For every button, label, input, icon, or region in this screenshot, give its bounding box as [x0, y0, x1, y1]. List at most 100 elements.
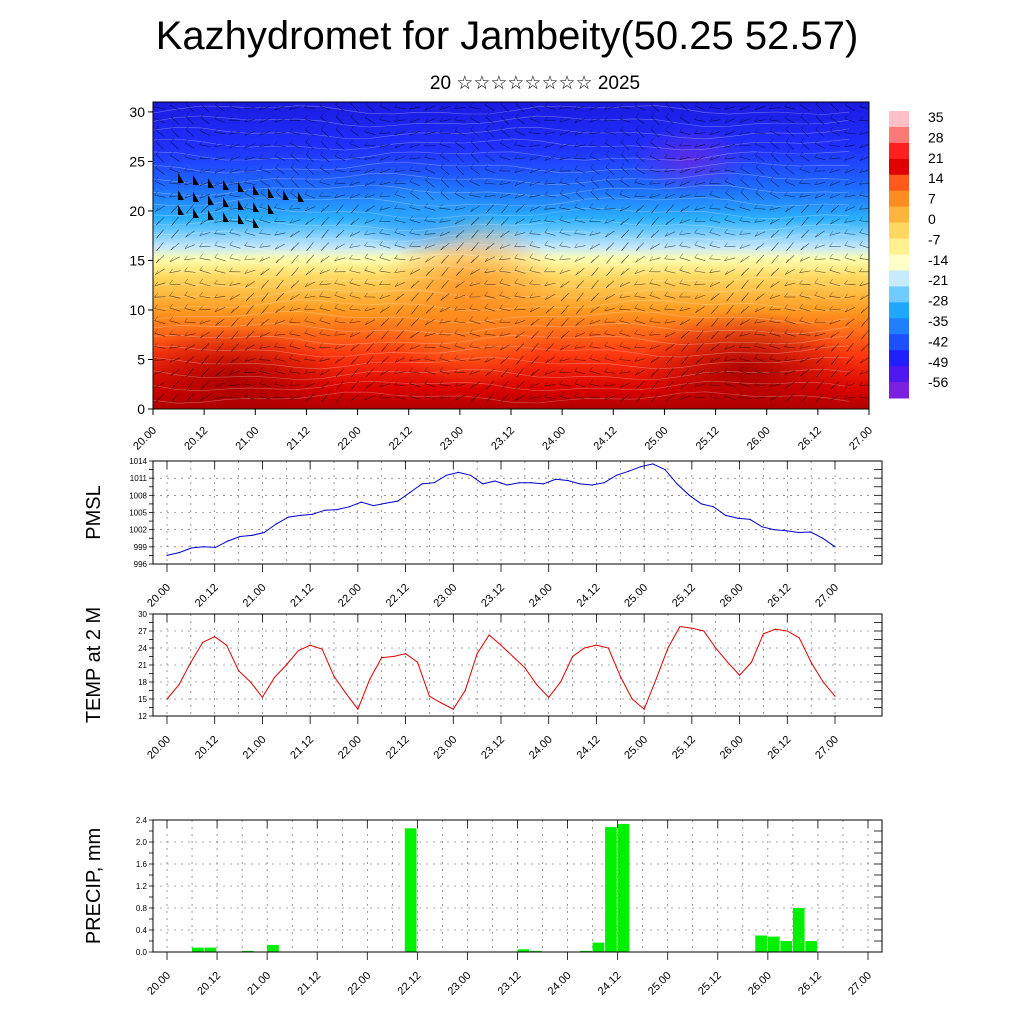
wind-barb — [379, 105, 391, 111]
wind-barb-flag — [215, 102, 218, 106]
wind-barb — [440, 192, 450, 201]
wind-barb-flag — [364, 141, 368, 146]
wind-barb — [815, 116, 825, 125]
series-point — [591, 484, 593, 486]
wind-barb-flag — [364, 306, 368, 312]
wind-barb-flag — [846, 359, 850, 365]
x-tick-label: 23.00 — [431, 582, 459, 610]
wind-barb-flag — [245, 283, 249, 288]
wind-barb-flag — [170, 245, 175, 251]
wind-barb-flag — [814, 266, 818, 272]
wind-barb-flag — [634, 292, 638, 297]
wind-barb-flag — [319, 329, 323, 334]
wind-barb-flag — [395, 296, 399, 301]
wind-barb-flag — [274, 366, 278, 372]
wind-barb — [290, 280, 300, 289]
wind-barb-flag — [499, 266, 503, 272]
wind-barb-flag — [394, 190, 398, 195]
wind-barb — [680, 319, 690, 326]
wind-barb-flag — [605, 295, 609, 300]
wind-barb — [709, 371, 721, 374]
wind-barb — [724, 118, 736, 123]
series-point — [798, 637, 800, 639]
wind-barb — [454, 119, 466, 122]
wind-barb — [394, 281, 406, 287]
wind-barb-flag — [409, 242, 413, 247]
wind-barb-flag — [844, 192, 848, 198]
series-point — [440, 702, 442, 704]
wind-barb — [515, 381, 525, 390]
wind-barb-flag — [214, 142, 218, 147]
wind-barb-flag — [816, 372, 820, 377]
wind-barb-flag — [469, 113, 474, 119]
wind-barb-flag — [514, 231, 518, 236]
wind-barb — [635, 141, 645, 150]
wind-barb-flag — [485, 137, 490, 143]
series-point — [357, 708, 359, 710]
wind-barb-flag — [500, 233, 504, 238]
series-point — [178, 552, 180, 554]
wind-barb — [844, 382, 856, 388]
wind-barb-flag — [680, 320, 684, 326]
wind-barb — [469, 333, 481, 337]
series-point — [749, 518, 751, 521]
wind-barb-flag — [650, 138, 654, 143]
wind-barb-flag — [829, 126, 834, 132]
wind-barb — [214, 295, 226, 299]
wind-barb — [454, 383, 466, 387]
wind-barb — [274, 156, 286, 161]
wind-barb-flag — [185, 112, 190, 117]
wind-barb — [215, 318, 225, 326]
wind-barb — [319, 333, 331, 337]
wind-barb-flag — [605, 283, 610, 289]
wind-barb — [439, 384, 451, 386]
wind-barb-flag — [409, 143, 413, 148]
wind-barb-flag — [801, 208, 805, 214]
wind-barb-flag — [664, 181, 668, 186]
wind-pennant — [268, 204, 274, 214]
wind-barb-flag — [171, 397, 175, 403]
wind-barb-flag — [664, 278, 668, 283]
wind-barb — [364, 395, 376, 400]
wind-barb-flag — [709, 204, 713, 209]
wind-barb-flag — [216, 347, 220, 352]
wind-barb-flag — [544, 168, 548, 173]
wind-barb-flag — [529, 181, 533, 186]
wind-barb-flag — [815, 112, 820, 117]
wind-barb — [710, 343, 720, 352]
wind-barb — [634, 283, 646, 286]
wind-barb-flag — [679, 279, 683, 284]
wind-barb — [844, 245, 856, 249]
wind-barb — [559, 207, 571, 211]
wind-barb-flag — [470, 207, 474, 212]
wind-barb — [469, 194, 481, 198]
wind-barb-flag — [305, 126, 309, 131]
wind-barb-flag — [679, 230, 683, 235]
y-tick-label: 30 — [138, 610, 147, 619]
wind-barb-flag — [351, 359, 355, 365]
wind-barb-flag — [185, 359, 190, 364]
wind-barb-flag — [831, 372, 835, 377]
wind-barb — [679, 257, 691, 261]
wind-barb-flag — [260, 321, 264, 326]
wind-barb-flag — [275, 175, 280, 180]
wind-barb-flag — [364, 266, 368, 271]
series-point — [251, 534, 253, 537]
wind-barb-flag — [770, 283, 774, 288]
wind-barb-flag — [455, 150, 460, 155]
wind-barb — [199, 193, 211, 199]
wind-barb — [199, 257, 211, 261]
wind-barb — [200, 103, 210, 113]
series-point — [579, 483, 581, 485]
wind-barb-flag — [771, 246, 775, 251]
wind-barb-flag — [544, 130, 548, 135]
x-tick-label: 25.12 — [696, 970, 724, 998]
wind-barb — [349, 282, 361, 287]
wind-barb-flag — [304, 383, 309, 388]
wind-barb-flag — [499, 331, 503, 337]
series-point — [445, 474, 447, 476]
wind-barb-flag — [801, 221, 805, 226]
wind-barb-flag — [169, 344, 173, 349]
wind-barb — [184, 244, 196, 249]
wind-barb-flag — [201, 372, 205, 377]
